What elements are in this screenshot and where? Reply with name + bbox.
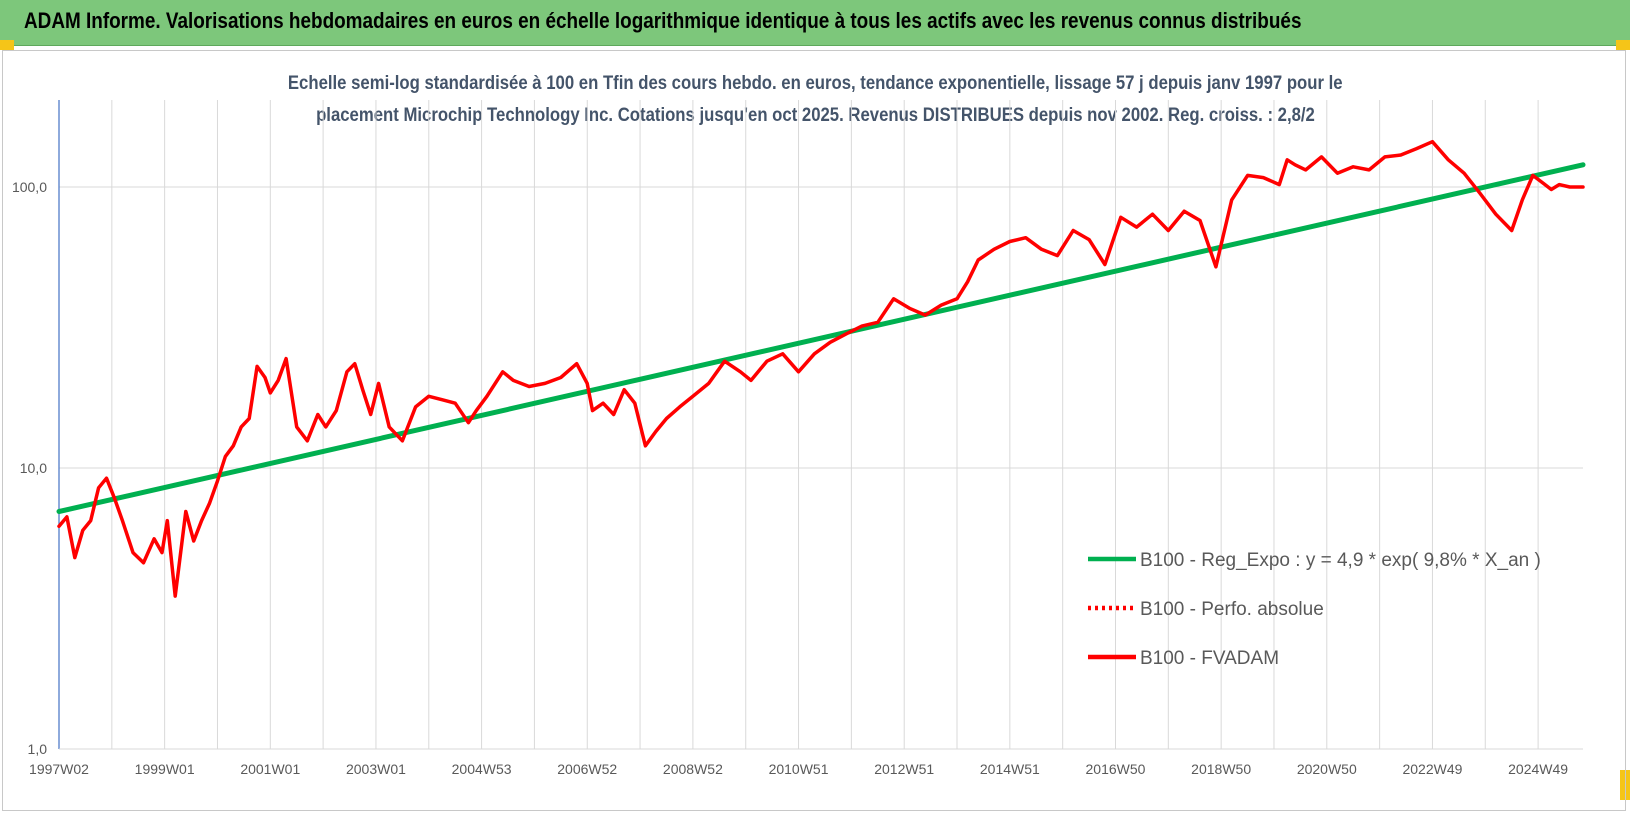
chart-title: Echelle semi-log standardisée à 100 en T… bbox=[150, 68, 1480, 132]
grid-lines bbox=[59, 100, 1583, 750]
y-tick-label: 10,0 bbox=[20, 460, 47, 476]
y-tick-label: 100,0 bbox=[12, 179, 47, 195]
legend-label: B100 - Perfo. absolue bbox=[1140, 599, 1324, 620]
x-tick-label: 2004W53 bbox=[452, 761, 512, 777]
header-banner: ADAM Informe. Valorisations hebdomadaire… bbox=[0, 0, 1630, 46]
x-tick-label: 2008W52 bbox=[663, 761, 723, 777]
x-tick-label: 2006W52 bbox=[557, 761, 617, 777]
x-tick-label: 2016W50 bbox=[1086, 761, 1146, 777]
chart-title-line-2: placement Microchip Technology Inc. Cota… bbox=[315, 105, 1315, 126]
page-title: ADAM Informe. Valorisations hebdomadaire… bbox=[24, 8, 1302, 33]
x-tick-label: 2001W01 bbox=[240, 761, 300, 777]
x-tick-label: 2020W50 bbox=[1297, 761, 1357, 777]
legend-label: B100 - Reg_Expo : y = 4,9 * exp( 9,8% * … bbox=[1140, 550, 1541, 571]
x-tick-label: 2022W49 bbox=[1402, 761, 1462, 777]
trend-line bbox=[56, 162, 1586, 514]
x-tick-label: 2012W51 bbox=[874, 761, 934, 777]
x-tick-label: 2014W51 bbox=[980, 761, 1040, 777]
series-lines bbox=[56, 139, 1586, 598]
x-tick-label: 2018W50 bbox=[1191, 761, 1251, 777]
x-tick-label: 2003W01 bbox=[346, 761, 406, 777]
axes: 1,0 10,0 100,0 1997W02 1999W01 2001W01 2003W01… bbox=[12, 100, 1583, 777]
y-tick-label: 1,0 bbox=[28, 741, 48, 757]
x-tick-label: 1997W02 bbox=[29, 761, 89, 777]
x-tick-label: 2010W51 bbox=[769, 761, 829, 777]
x-tick-label: 1999W01 bbox=[135, 761, 195, 777]
corner-marker-right bbox=[1616, 40, 1630, 50]
corner-marker-left bbox=[0, 40, 14, 50]
legend-label: B100 - FVADAM bbox=[1140, 648, 1279, 669]
chart-frame bbox=[2, 50, 1626, 811]
x-tick-label: 2024W49 bbox=[1508, 761, 1568, 777]
fvadam-line bbox=[57, 139, 1585, 598]
chart-title-line-1: Echelle semi-log standardisée à 100 en T… bbox=[287, 73, 1343, 94]
legend: B100 - Reg_Expo : y = 4,9 * exp( 9,8% * … bbox=[1088, 550, 1541, 669]
